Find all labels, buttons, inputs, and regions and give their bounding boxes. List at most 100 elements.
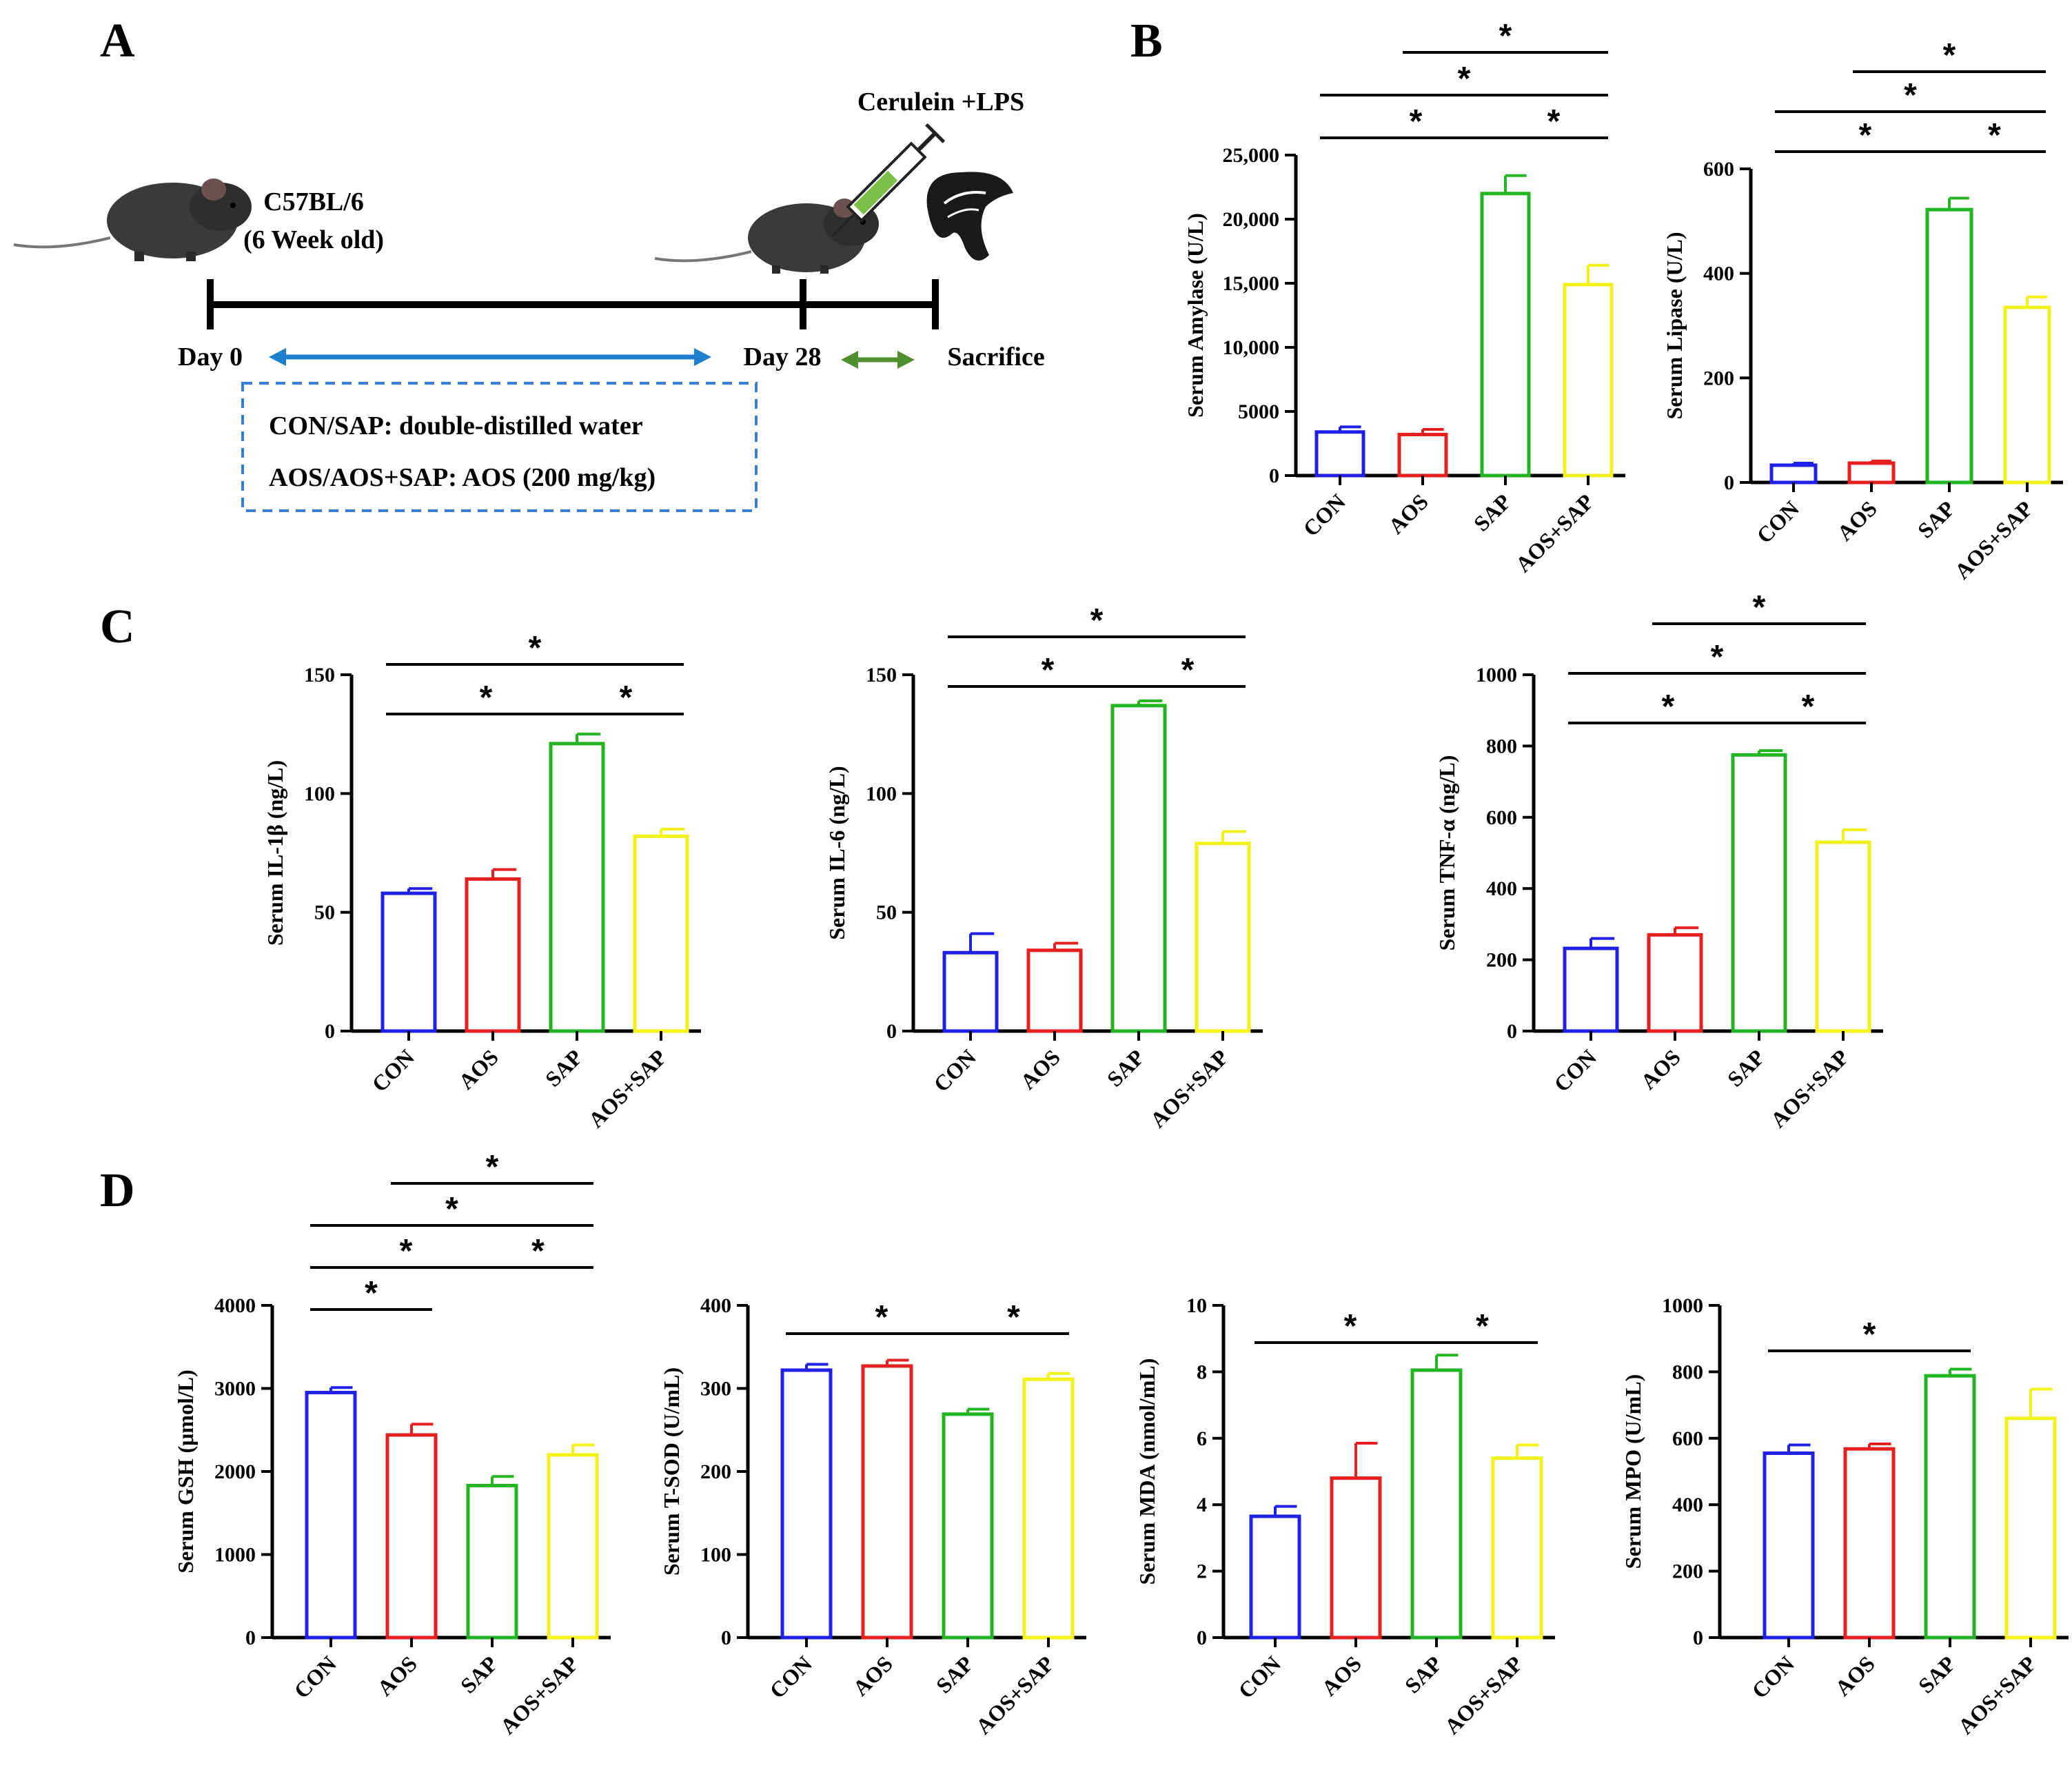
bar-sap <box>1410 1368 1463 1640</box>
bar-sap <box>942 1412 994 1640</box>
x-tick-label: AOS <box>1832 496 1882 545</box>
x-tick-label: CON <box>1549 1044 1601 1097</box>
bar-aos-sap <box>2003 305 2051 485</box>
y-tick-label: 8 <box>1197 1361 1207 1383</box>
x-tick-label: SAP <box>1723 1044 1769 1091</box>
bar-aos-sap <box>547 1453 599 1640</box>
x-tick-label: CON <box>367 1044 419 1097</box>
bar-aos-sap <box>1563 283 1614 478</box>
y-tick-label: 50 <box>314 901 335 924</box>
group-line-2: AOS/AOS+SAP: AOS (200 mg/kg) <box>269 463 656 492</box>
y-tick-label: 5000 <box>1238 400 1279 423</box>
x-tick-label: CON <box>928 1044 981 1097</box>
bar-sap <box>466 1483 518 1640</box>
bar-aos-sap <box>1491 1456 1543 1640</box>
significance-star: * <box>365 1275 378 1312</box>
x-tick-label: AOS <box>1636 1044 1685 1094</box>
y-tick-label: 0 <box>1724 471 1734 494</box>
bar-con <box>305 1391 357 1640</box>
bar-con <box>942 950 999 1033</box>
significance-star: * <box>1943 37 1956 74</box>
bar-con <box>1249 1514 1301 1640</box>
y-tick-label: 800 <box>1672 1361 1703 1383</box>
y-tick-label: 1000 <box>214 1544 256 1567</box>
y-axis-label: Serum Amylase (U/L) <box>1183 213 1208 418</box>
significance-star: * <box>620 680 633 716</box>
bar-con <box>380 891 437 1033</box>
significance-star: * <box>1863 1316 1876 1353</box>
bar-sap <box>1924 1374 1976 1640</box>
significance-star: * <box>1181 652 1195 689</box>
x-tick-label: SAP <box>1400 1651 1447 1698</box>
gsh-chart: 0 1000 2000 3000 4000 Serum GSH (μmol/L) CON AO… <box>173 1149 611 1739</box>
y-tick-label: 600 <box>1672 1427 1703 1450</box>
y-axis-label: Serum T-SOD (U/mL) <box>659 1367 684 1576</box>
bar-sap <box>1925 207 1973 485</box>
bar-aos <box>1397 432 1448 478</box>
y-tick-label: 2000 <box>214 1460 256 1483</box>
mda-chart: 0 2 4 6 8 10 Serum MDA (nmol/mL) CON AOS SAPAOS+S… <box>1135 1294 1555 1739</box>
y-tick-label: 150 <box>304 664 335 686</box>
tnfa-chart: 0 200 400 600 800 1000 Serum TNF-α (ng/L) CON AO… <box>1434 589 1883 1132</box>
significance-star: * <box>486 1149 499 1185</box>
y-axis-label: Serum Lipase (U/L) <box>1662 232 1687 420</box>
strain-label: C57BL/6 <box>263 187 364 216</box>
x-tick-label: AOS <box>454 1044 503 1094</box>
x-tick-label: AOS+SAP <box>583 1044 671 1132</box>
y-tick-label: 15,000 <box>1223 272 1280 295</box>
y-axis-label: Serum IL-1β (ng/L) <box>263 760 287 946</box>
y-tick-label: 600 <box>1486 806 1517 829</box>
y-axis-label: Serum MDA (nmol/mL) <box>1135 1358 1159 1585</box>
y-tick-label: 20,000 <box>1223 208 1280 231</box>
significance-star: * <box>445 1191 458 1227</box>
significance-star: * <box>1042 652 1055 689</box>
y-tick-label: 6 <box>1197 1427 1207 1450</box>
y-tick-label: 10 <box>1186 1294 1207 1317</box>
il1b-chart: 0 50 100 150 Serum IL-1β (ng/L) CON AOS SAPAOS+… <box>263 630 701 1132</box>
bar-aos <box>385 1433 438 1640</box>
induction-arrow <box>841 351 915 369</box>
significance-star: * <box>1547 103 1561 140</box>
panel-letter-c: C <box>100 600 135 653</box>
bar-aos-sap <box>633 834 689 1033</box>
amylase-chart: 0 5000 10,000 15,000 20,000 25,000 Serum Amyla… <box>1183 18 1625 577</box>
panel-letter-d: D <box>100 1164 135 1217</box>
x-tick-label: CON <box>1751 496 1804 548</box>
y-tick-label: 200 <box>1672 1560 1703 1583</box>
significance-star: * <box>1859 117 1872 154</box>
treatment-label: Cerulein +LPS <box>857 88 1024 116</box>
significance-star: * <box>1753 589 1766 626</box>
x-tick-label: AOS+SAP <box>495 1651 583 1739</box>
bar-aos <box>861 1364 913 1640</box>
y-tick-label: 4 <box>1197 1494 1207 1516</box>
x-tick-label: AOS+SAP <box>1439 1651 1527 1739</box>
x-tick-label: SAP <box>1469 489 1516 536</box>
y-axis-label: Serum IL-6 (ng/L) <box>824 766 849 939</box>
y-tick-label: 2 <box>1197 1560 1207 1583</box>
y-tick-label: 400 <box>1672 1494 1703 1516</box>
y-tick-label: 3000 <box>214 1378 256 1400</box>
il6-chart: 0 50 100 150 Serum IL-6 (ng/L) CON AOS SAPAOS+S… <box>824 602 1263 1132</box>
y-tick-label: 200 <box>1703 367 1734 389</box>
x-tick-label: AOS <box>1383 489 1433 538</box>
mpo-chart: 0 200 400 600 800 1000 Serum MPO (U/mL) CON AOS S… <box>1621 1294 2069 1739</box>
significance-star: * <box>1476 1308 1489 1345</box>
bar-aos <box>1647 933 1703 1033</box>
significance-star: * <box>1988 117 2001 154</box>
y-tick-label: 0 <box>1507 1020 1517 1043</box>
y-tick-label: 0 <box>325 1020 335 1043</box>
significance-star: * <box>1802 689 1815 725</box>
x-tick-label: AOS+SAP <box>1145 1044 1233 1132</box>
bar-aos <box>1843 1447 1896 1640</box>
significance-star: * <box>1499 18 1512 54</box>
bar-aos <box>465 877 521 1033</box>
protocol-schematic: C57BL/6 (6 Week old) Cerulein +LPS <box>13 88 1045 512</box>
bar-sap <box>1480 192 1531 478</box>
pancreas-icon <box>926 172 1013 261</box>
day0-label: Day 0 <box>178 343 243 371</box>
x-tick-label: SAP <box>1913 1651 1960 1698</box>
y-tick-label: 0 <box>1693 1627 1703 1649</box>
panel-letter-a: A <box>100 14 135 68</box>
bar-aos <box>1330 1476 1382 1640</box>
